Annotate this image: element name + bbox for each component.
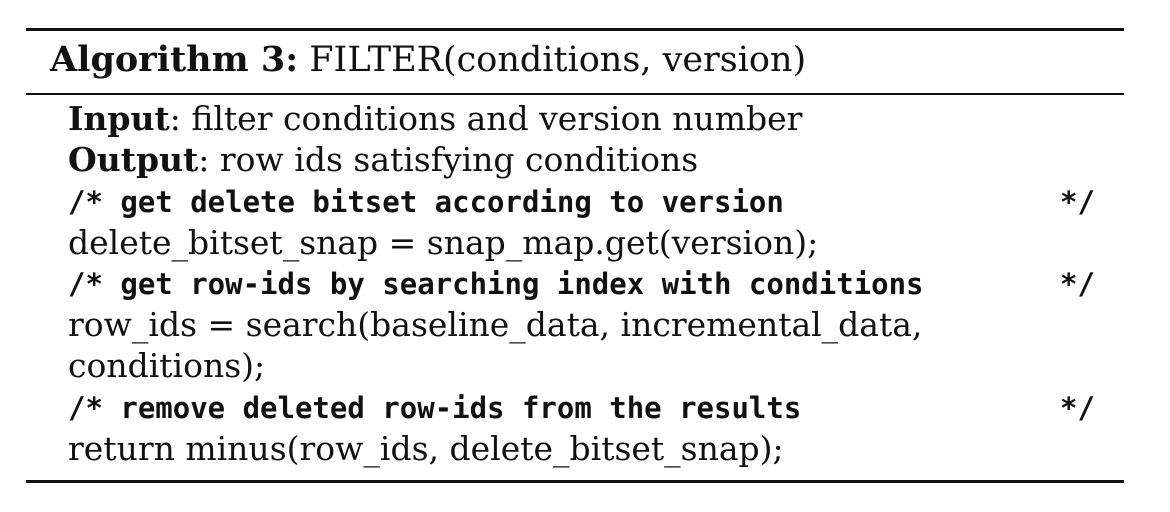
top-rule: [26, 28, 1124, 31]
algorithm-signature: FILTER(conditions, version): [309, 40, 807, 80]
comment-end-marker: */: [1060, 391, 1095, 425]
input-text: : filter conditions and version number: [169, 99, 803, 138]
output-label: Output: [68, 140, 199, 179]
header-rule: [26, 93, 1124, 95]
code-line-snap-map: delete_bitset_snap = snap_map.get(versio…: [68, 223, 819, 262]
input-line: Input: filter conditions and version num…: [68, 98, 802, 139]
comment-get-row-ids: /* get row-ids by searching index with c…: [68, 267, 924, 301]
algorithm-label: Algorithm 3:: [50, 39, 299, 80]
comment-remove-deleted: /* remove deleted row-ids from the resul…: [68, 391, 802, 425]
comment-end-marker: */: [1060, 185, 1095, 219]
algorithm-title: Algorithm 3: FILTER(conditions, version): [50, 38, 806, 82]
code-line-search-continued: conditions);: [68, 346, 266, 385]
code-line-search: row_ids = search(baseline_data, incremen…: [68, 305, 923, 344]
output-text: : row ids satisfying conditions: [198, 140, 699, 179]
output-line: Output: row ids satisfying conditions: [68, 139, 698, 180]
code-line-return: return minus(row_ids, delete_bitset_snap…: [68, 429, 784, 468]
bottom-rule: [26, 480, 1124, 483]
input-label: Input: [68, 99, 170, 138]
comment-get-delete-bitset: /* get delete bitset according to versio…: [68, 185, 784, 219]
comment-end-marker: */: [1060, 267, 1095, 301]
